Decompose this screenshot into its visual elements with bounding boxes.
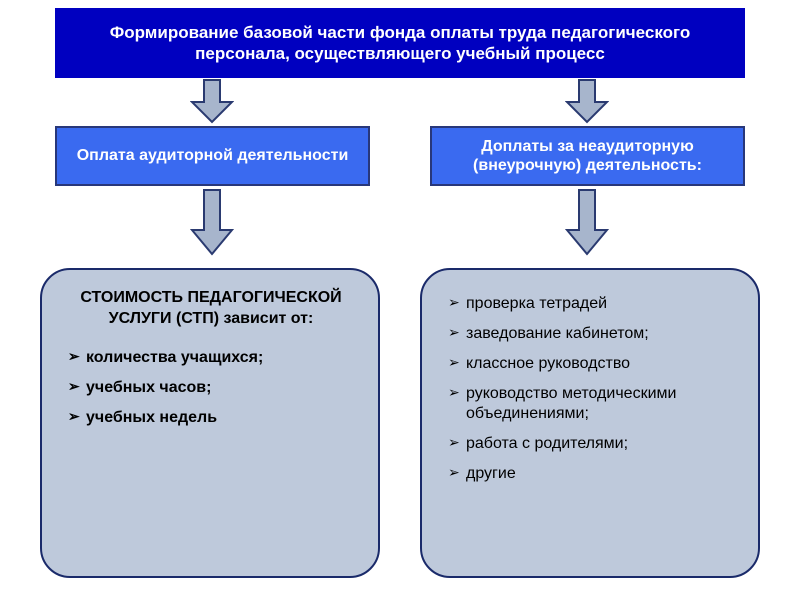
mid-right-text: Доплаты за неаудиторную (внеурочную) дея… — [442, 137, 733, 175]
arrow-top-right — [565, 78, 609, 124]
mid-left-text: Оплата аудиторной деятельности — [77, 146, 349, 165]
detail-right-list: проверка тетрадей заведование кабинетом;… — [444, 294, 738, 484]
arrow-bottom-right — [565, 188, 609, 256]
list-item: работа с родителями; — [448, 434, 738, 454]
detail-box-right: проверка тетрадей заведование кабинетом;… — [420, 268, 760, 578]
list-item: учебных недель — [68, 408, 358, 428]
list-item: руководство методическими объединениями; — [448, 384, 738, 424]
mid-box-right: Доплаты за неаудиторную (внеурочную) дея… — [430, 126, 745, 186]
list-item: классное руководство — [448, 354, 738, 374]
arrow-top-left — [190, 78, 234, 124]
list-item: учебных часов; — [68, 378, 358, 398]
detail-left-list: количества учащихся; учебных часов; учеб… — [64, 348, 358, 428]
header-text: Формирование базовой части фонда оплаты … — [73, 22, 727, 65]
detail-left-heading: СТОИМОСТЬ ПЕДАГОГИЧЕСКОЙ УСЛУГИ (СТП) за… — [64, 288, 358, 330]
list-item: количества учащихся; — [68, 348, 358, 368]
arrow-bottom-left — [190, 188, 234, 256]
header-box: Формирование базовой части фонда оплаты … — [55, 8, 745, 78]
list-item: проверка тетрадей — [448, 294, 738, 314]
list-item: другие — [448, 464, 738, 484]
mid-box-left: Оплата аудиторной деятельности — [55, 126, 370, 186]
list-item: заведование кабинетом; — [448, 324, 738, 344]
detail-box-left: СТОИМОСТЬ ПЕДАГОГИЧЕСКОЙ УСЛУГИ (СТП) за… — [40, 268, 380, 578]
